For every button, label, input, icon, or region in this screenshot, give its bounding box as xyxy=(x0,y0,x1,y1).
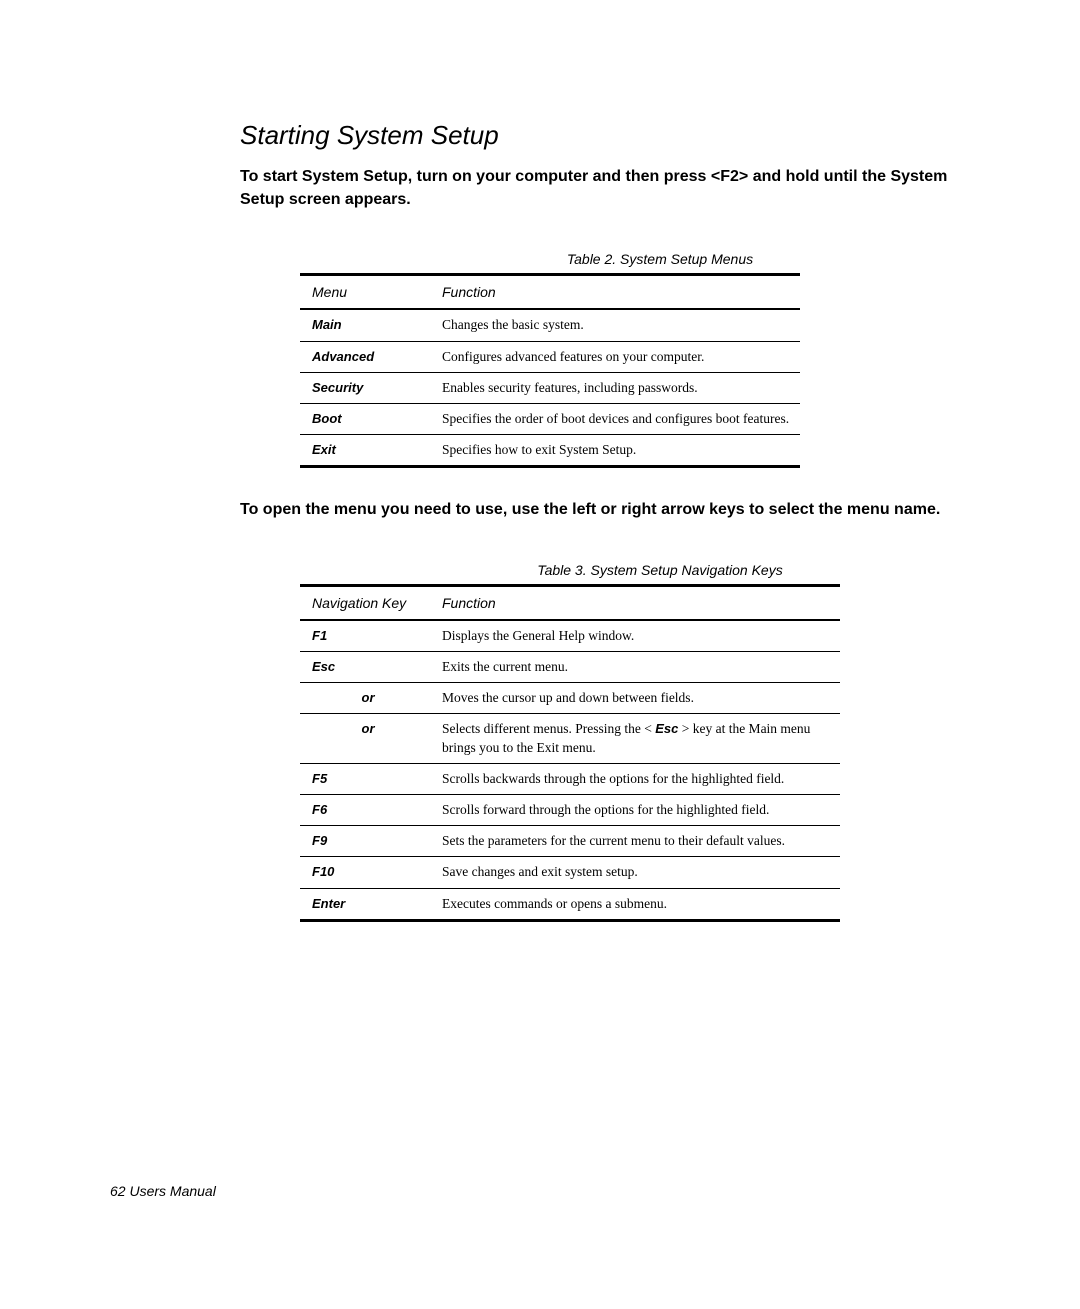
table-row: or Moves the cursor up and down between … xyxy=(300,683,840,714)
table-3-caption: Table 3. System Setup Navigation Keys xyxy=(300,562,1020,578)
func-cell: Scrolls forward through the options for … xyxy=(430,794,840,825)
table-row: or Selects different menus. Pressing the… xyxy=(300,714,840,763)
table-row: Main Changes the basic system. xyxy=(300,309,800,341)
page-content: Starting System Setup To start System Se… xyxy=(0,0,1080,1012)
table-row: Boot Specifies the order of boot devices… xyxy=(300,404,800,435)
navkey-cell: or xyxy=(300,683,430,714)
menu-cell: Advanced xyxy=(300,341,430,372)
table-3-wrap: Table 3. System Setup Navigation Keys Na… xyxy=(300,562,1020,922)
mid-paragraph: To open the menu you need to use, use th… xyxy=(240,498,1020,521)
func-part-a: Selects different menus. Pressing the < xyxy=(442,721,652,736)
func-cell: Specifies the order of boot devices and … xyxy=(430,404,800,435)
func-cell: Displays the General Help window. xyxy=(430,620,840,652)
section-title: Starting System Setup xyxy=(240,120,1020,151)
table-row: Enter Executes commands or opens a subme… xyxy=(300,888,840,920)
func-cell: Changes the basic system. xyxy=(430,309,800,341)
page-footer: 62 Users Manual xyxy=(110,1183,216,1199)
navkey-cell: Enter xyxy=(300,888,430,920)
table-row: Esc Exits the current menu. xyxy=(300,651,840,682)
func-cell: Executes commands or opens a submenu. xyxy=(430,888,840,920)
table-3: Navigation Key Function F1 Displays the … xyxy=(300,584,840,922)
func-cell: Scrolls backwards through the options fo… xyxy=(430,763,840,794)
table-3-col1-header: Navigation Key xyxy=(300,585,430,620)
func-cell: Exits the current menu. xyxy=(430,651,840,682)
menu-cell: Security xyxy=(300,372,430,403)
func-cell: Configures advanced features on your com… xyxy=(430,341,800,372)
table-2-col1-header: Menu xyxy=(300,275,430,310)
intro-paragraph: To start System Setup, turn on your comp… xyxy=(240,165,960,211)
table-row: F9 Sets the parameters for the current m… xyxy=(300,826,840,857)
func-cell: Save changes and exit system setup. xyxy=(430,857,840,888)
func-cell: Selects different menus. Pressing the < … xyxy=(430,714,840,763)
table-2-col2-header: Function xyxy=(430,275,800,310)
navkey-cell: or xyxy=(300,714,430,763)
intro-line-1: To start System Setup, turn on your comp… xyxy=(240,168,886,185)
table-row: F6 Scrolls forward through the options f… xyxy=(300,794,840,825)
table-row: F5 Scrolls backwards through the options… xyxy=(300,763,840,794)
table-2: Menu Function Main Changes the basic sys… xyxy=(300,273,800,468)
menu-cell: Main xyxy=(300,309,430,341)
table-row: Advanced Configures advanced features on… xyxy=(300,341,800,372)
func-cell: Specifies how to exit System Setup. xyxy=(430,435,800,467)
table-2-wrap: Table 2. System Setup Menus Menu Functio… xyxy=(300,251,1020,468)
table-3-col2-header: Function xyxy=(430,585,840,620)
table-2-caption: Table 2. System Setup Menus xyxy=(300,251,1020,267)
func-cell: Enables security features, including pas… xyxy=(430,372,800,403)
navkey-cell: F5 xyxy=(300,763,430,794)
navkey-cell: F10 xyxy=(300,857,430,888)
func-cell: Sets the parameters for the current menu… xyxy=(430,826,840,857)
table-row: F1 Displays the General Help window. xyxy=(300,620,840,652)
menu-cell: Boot xyxy=(300,404,430,435)
func-cell: Moves the cursor up and down between fie… xyxy=(430,683,840,714)
esc-key-inline: Esc xyxy=(655,721,678,736)
navkey-cell: F9 xyxy=(300,826,430,857)
menu-cell: Exit xyxy=(300,435,430,467)
table-2-header-row: Menu Function xyxy=(300,275,800,310)
table-row: Exit Specifies how to exit System Setup. xyxy=(300,435,800,467)
navkey-cell: F1 xyxy=(300,620,430,652)
table-row: Security Enables security features, incl… xyxy=(300,372,800,403)
table-row: F10 Save changes and exit system setup. xyxy=(300,857,840,888)
navkey-cell: F6 xyxy=(300,794,430,825)
table-3-header-row: Navigation Key Function xyxy=(300,585,840,620)
navkey-cell: Esc xyxy=(300,651,430,682)
